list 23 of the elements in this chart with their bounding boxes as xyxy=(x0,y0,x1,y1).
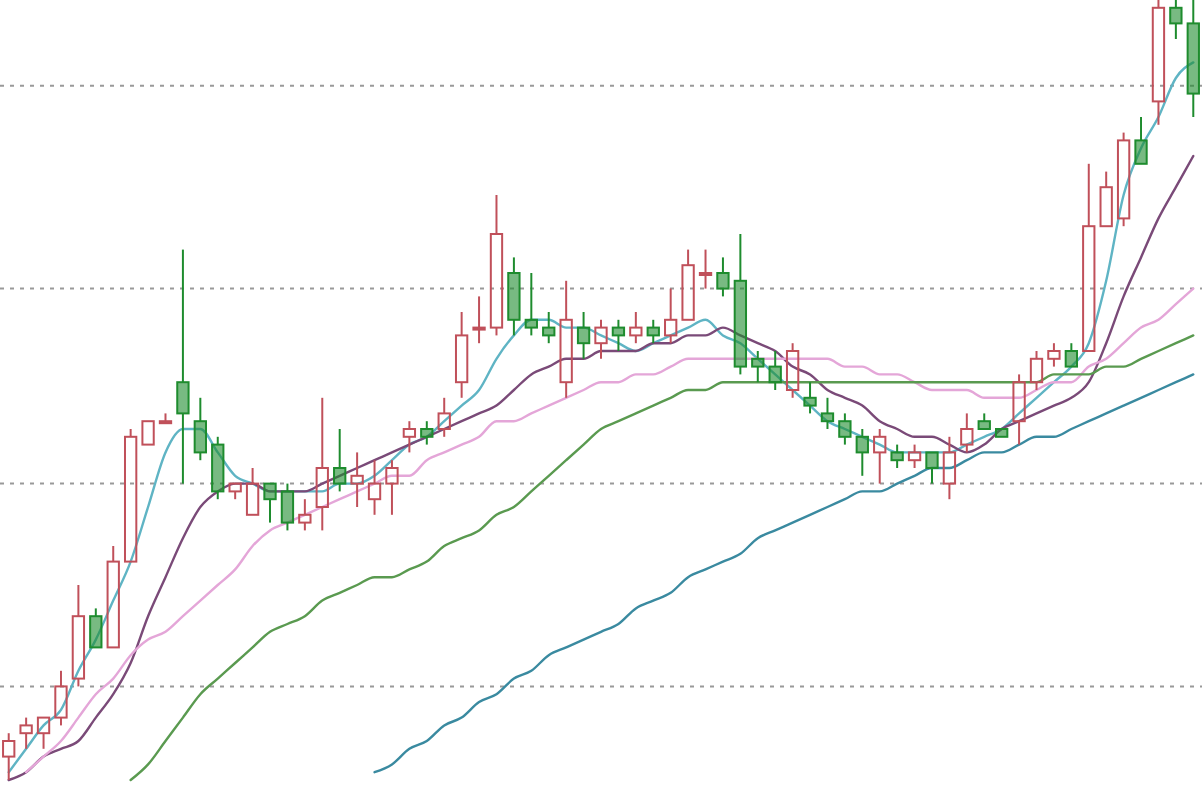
candlestick xyxy=(315,396,329,532)
candlestick xyxy=(646,318,660,345)
candlestick xyxy=(454,311,469,399)
candlestick xyxy=(768,350,782,391)
candlestick xyxy=(1186,0,1200,118)
candlestick xyxy=(611,318,626,352)
candlestick xyxy=(350,451,364,508)
candlestick xyxy=(1169,0,1183,40)
candlestick xyxy=(367,459,382,516)
candlestick xyxy=(176,248,190,485)
candlestick xyxy=(1151,0,1166,126)
candlestick xyxy=(193,396,207,462)
candlestick xyxy=(542,311,556,345)
candlestick xyxy=(211,435,225,501)
candlestick xyxy=(942,435,957,501)
candlestick xyxy=(576,311,591,360)
candlestick xyxy=(855,428,869,477)
candlestick xyxy=(751,350,765,384)
candlestick xyxy=(820,396,835,430)
candlestick xyxy=(838,412,852,446)
candlestick xyxy=(559,279,573,399)
candlestick xyxy=(420,420,434,446)
candlestick xyxy=(507,256,521,337)
